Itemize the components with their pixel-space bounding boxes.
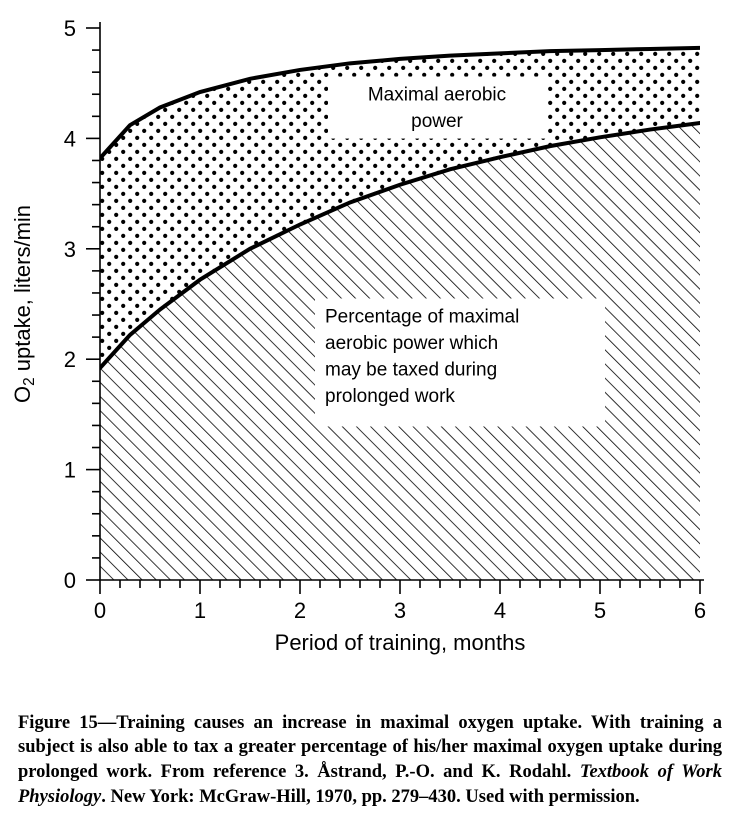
y-tick-label: 1 [64,458,76,483]
x-tick-label: 4 [494,598,506,623]
figure-caption: Figure 15—Training causes an increase in… [18,711,722,811]
y-tick-label: 4 [64,126,76,151]
x-tick-label: 5 [594,598,606,623]
lower-region-label-text: Percentage of maximal [325,306,519,327]
y-tick-label: 2 [64,347,76,372]
y-axis-label: O2 uptake, liters/min [10,205,38,403]
y-tick-label: 5 [64,16,76,41]
upper-region-label-text: power [411,111,463,132]
lower-region-label-text: prolonged work [325,386,455,407]
upper-region-label-text: Maximal aerobic [368,85,506,106]
x-tick-label: 3 [394,598,406,623]
lower-region-label-text: aerobic power which [325,333,498,354]
x-tick-label: 6 [694,598,706,623]
lower-region-label-text: may be taxed during [325,360,497,381]
x-tick-label: 1 [194,598,206,623]
y-tick-label: 0 [64,568,76,593]
x-axis-label: Period of training, months [275,630,526,655]
x-tick-label: 2 [294,598,306,623]
y-tick-label: 3 [64,237,76,262]
x-tick-label: 0 [94,598,106,623]
o2-uptake-chart: Maximal aerobic power Percentage of maxima… [0,0,740,680]
plot-area: Maximal aerobic power Percentage of maxima… [100,48,700,580]
